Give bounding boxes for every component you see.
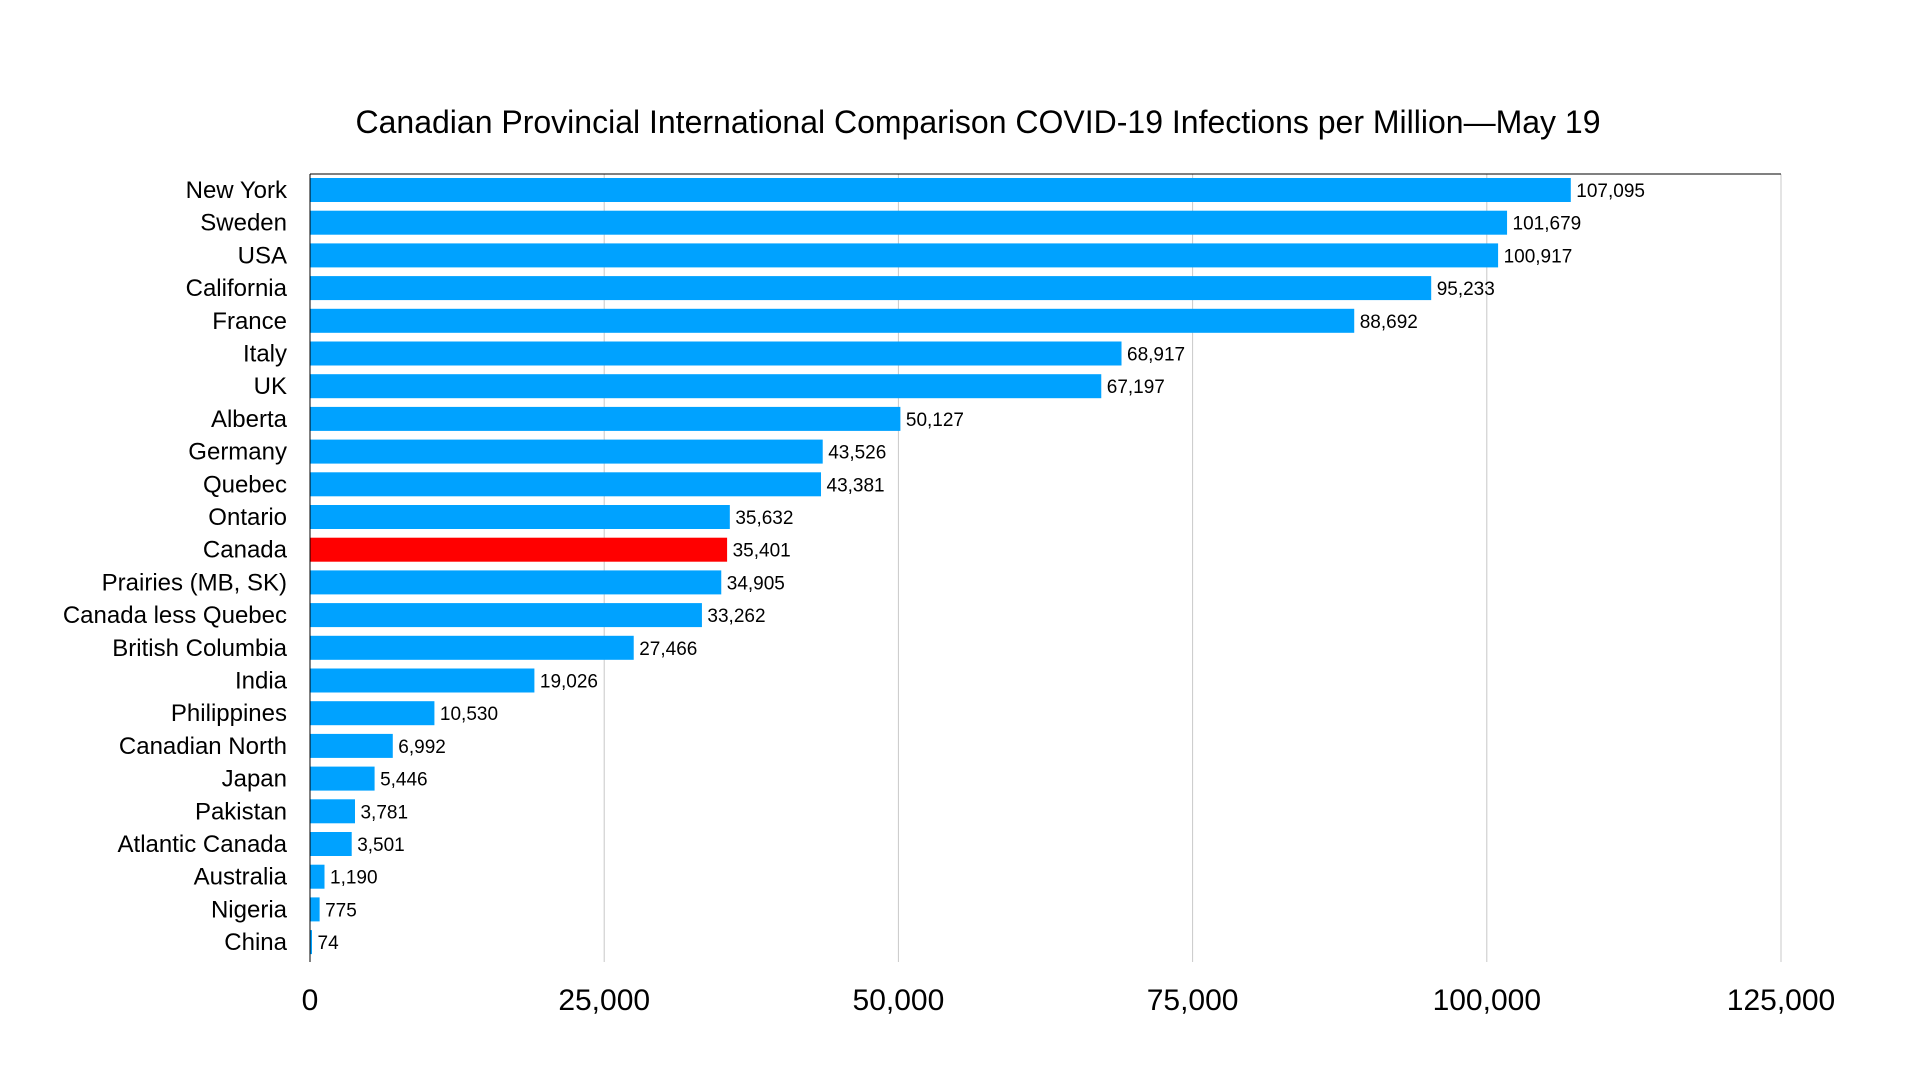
data-label: 74 xyxy=(318,933,340,954)
bars xyxy=(310,178,1571,955)
category-label: Prairies (MB, SK) xyxy=(102,569,287,596)
category-label: Alberta xyxy=(211,406,288,433)
data-label: 35,632 xyxy=(735,508,793,529)
category-label: China xyxy=(224,929,287,956)
data-label: 101,679 xyxy=(1513,214,1582,235)
x-tick-label: 125,000 xyxy=(1727,984,1835,1017)
data-label: 67,197 xyxy=(1107,377,1165,398)
data-label: 34,905 xyxy=(727,573,785,594)
category-label: Nigeria xyxy=(211,896,288,923)
data-label: 775 xyxy=(325,900,357,921)
x-tick-label: 100,000 xyxy=(1433,984,1541,1017)
bar xyxy=(310,766,375,791)
category-label: Sweden xyxy=(200,210,287,237)
data-label: 43,526 xyxy=(828,443,886,464)
data-label: 1,190 xyxy=(330,868,378,889)
data-label: 5,446 xyxy=(380,770,428,791)
category-label: India xyxy=(235,668,288,695)
data-label: 27,466 xyxy=(639,639,697,660)
data-label: 68,917 xyxy=(1127,345,1185,366)
category-label: Philippines xyxy=(171,700,287,727)
bar xyxy=(310,406,901,431)
category-label: UK xyxy=(254,373,287,400)
data-label: 3,781 xyxy=(360,802,408,823)
bar xyxy=(310,537,728,562)
value-labels: 107,095 101,679 100,917 95,233 88,692 68,917 6… xyxy=(318,181,1645,954)
bar xyxy=(310,603,702,628)
x-tick-label: 50,000 xyxy=(853,984,945,1017)
category-label: British Columbia xyxy=(112,635,287,662)
data-label: 95,233 xyxy=(1437,279,1495,300)
grid-lines xyxy=(603,174,1782,962)
bar xyxy=(310,635,634,660)
category-labels: New York Sweden USA California France Italy UK… xyxy=(63,177,288,956)
bar xyxy=(310,570,722,595)
category-label: Quebec xyxy=(203,471,287,498)
category-label: New York xyxy=(186,177,288,204)
axes xyxy=(309,173,1781,962)
data-label: 33,262 xyxy=(707,606,765,627)
category-label: Canada less Quebec xyxy=(63,602,287,629)
data-label: 19,026 xyxy=(540,672,598,693)
data-label: 6,992 xyxy=(398,737,446,758)
chart-title: Canadian Provincial International Compar… xyxy=(355,104,1600,140)
bar xyxy=(310,930,312,955)
x-tick-labels: 0 25,000 50,000 75,000 100,000 125,000 xyxy=(302,984,1836,1017)
bar xyxy=(310,243,1499,268)
category-label: Canadian North xyxy=(119,733,287,760)
x-tick-label: 0 xyxy=(302,984,319,1017)
bar xyxy=(310,308,1355,333)
bar xyxy=(310,472,822,497)
bar xyxy=(310,701,435,726)
category-label: Italy xyxy=(243,341,287,368)
bar xyxy=(310,832,352,856)
bar xyxy=(310,276,1432,301)
category-label: Australia xyxy=(194,864,288,891)
category-label: USA xyxy=(238,242,287,269)
bar xyxy=(310,374,1102,399)
category-label: Atlantic Canada xyxy=(118,831,288,858)
x-tick-label: 75,000 xyxy=(1147,984,1239,1017)
category-label: Pakistan xyxy=(195,798,287,825)
bar xyxy=(310,864,325,889)
bar xyxy=(310,799,355,824)
bar xyxy=(310,210,1508,235)
bar xyxy=(310,733,393,758)
category-label: Japan xyxy=(222,766,287,793)
category-label: France xyxy=(212,308,287,335)
bar xyxy=(310,178,1571,202)
bar xyxy=(310,439,823,464)
bar xyxy=(310,897,320,922)
data-label: 35,401 xyxy=(733,541,791,562)
bar xyxy=(310,341,1122,366)
category-label: Germany xyxy=(188,439,287,466)
data-label: 10,530 xyxy=(440,704,498,725)
x-tick-label: 25,000 xyxy=(558,984,650,1017)
category-label: Ontario xyxy=(208,504,287,531)
data-label: 88,692 xyxy=(1360,312,1418,333)
bar xyxy=(310,505,730,529)
bar xyxy=(310,668,535,693)
data-label: 100,917 xyxy=(1504,246,1573,267)
data-label: 3,501 xyxy=(357,835,405,856)
data-label: 50,127 xyxy=(906,410,964,431)
category-label: California xyxy=(186,275,288,302)
category-label: Canada xyxy=(203,537,288,564)
data-label: 43,381 xyxy=(827,475,885,496)
data-label: 107,095 xyxy=(1576,181,1645,202)
